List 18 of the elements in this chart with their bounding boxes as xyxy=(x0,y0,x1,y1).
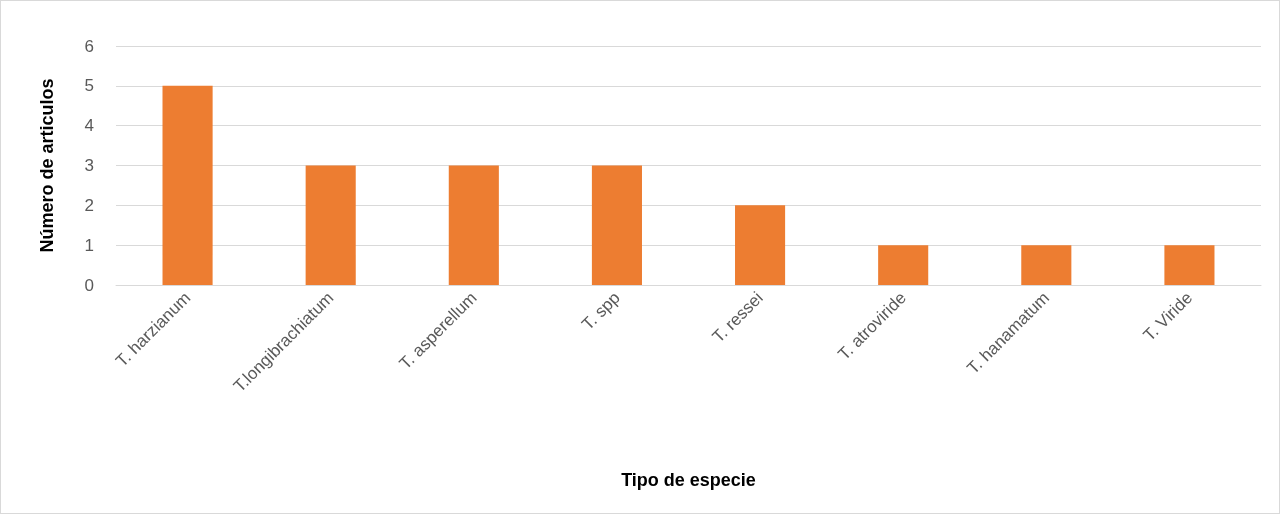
y-tick-label: 5 xyxy=(84,76,94,96)
bar xyxy=(591,165,642,285)
x-tick-label: T. spp xyxy=(578,288,624,334)
y-tick-label: 6 xyxy=(84,36,94,56)
y-tick-label: 1 xyxy=(84,235,94,255)
bar xyxy=(1164,245,1215,285)
bar xyxy=(162,85,213,285)
y-tick-label: 3 xyxy=(84,156,94,175)
y-tick-label: 0 xyxy=(84,275,94,295)
y-tick-label: 4 xyxy=(84,116,94,136)
y-axis-title: Número de articulos xyxy=(37,78,57,253)
y-tick-label: 2 xyxy=(84,195,94,215)
bar xyxy=(305,165,356,285)
bar xyxy=(1021,245,1072,285)
bar xyxy=(735,205,786,285)
x-axis-title: Tipo de especie xyxy=(621,470,756,490)
bar xyxy=(448,165,499,285)
bar xyxy=(878,245,929,285)
